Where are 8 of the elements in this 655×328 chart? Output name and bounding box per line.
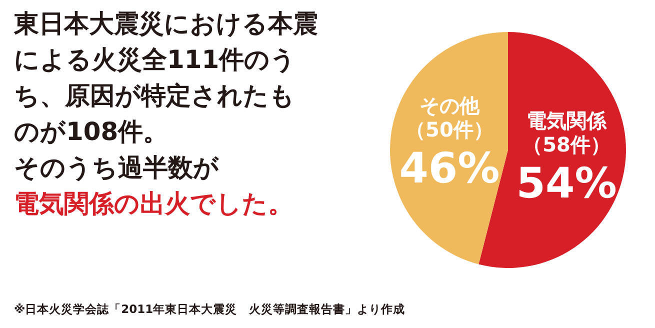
title: 東日本大震災における本震による火災全111件のうち、原因が特定されたものが108件。 — [14, 9, 318, 146]
value-label: 46% — [399, 144, 500, 193]
subtitle: そのうち過半数が — [14, 153, 219, 182]
annotation: 電気関係の出火でした。 — [14, 189, 293, 218]
annotation: ※日本火災学会誌「2011年東日本大震災 火災等調査報告書」より作成 — [14, 302, 406, 316]
category-label: 電気関係（58件） — [522, 108, 610, 156]
category-label: その他（50件） — [406, 94, 494, 142]
value-label: 54% — [516, 158, 617, 208]
